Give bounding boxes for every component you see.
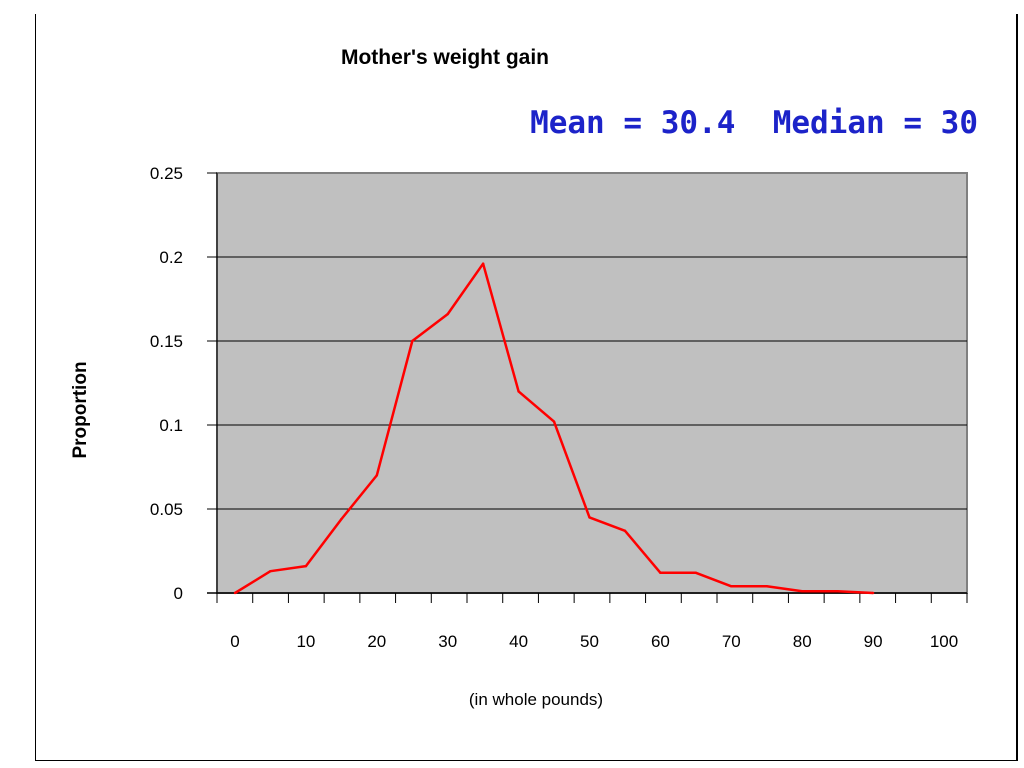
y-tick-label: 0.2 [159, 248, 183, 267]
x-tick-label: 30 [438, 632, 457, 651]
data-point [375, 474, 378, 477]
axes [207, 173, 968, 603]
x-tick-labels: 0 10 20 30 40 50 60 70 80 90 100 [230, 632, 958, 651]
data-point [304, 564, 308, 568]
data-point [694, 571, 698, 575]
x-tick-label: 80 [793, 632, 812, 651]
y-tick-label: 0.05 [150, 500, 183, 519]
plot-area [216, 172, 968, 594]
data-point [446, 312, 449, 316]
x-axis-label: (in whole pounds) [469, 690, 603, 709]
gridlines [207, 172, 967, 594]
data-point [588, 516, 591, 519]
data-point [659, 571, 662, 575]
x-tick-label: 70 [722, 632, 741, 651]
data-points [233, 262, 875, 595]
data-point [481, 262, 485, 265]
y-tick-label: 0 [174, 584, 183, 603]
data-point [517, 390, 520, 393]
y-axis-label: Proportion [70, 361, 91, 458]
x-tick-label: 60 [651, 632, 670, 651]
data-point [340, 517, 343, 521]
x-tick-label: 50 [580, 632, 599, 651]
y-tick-label: 0.25 [150, 164, 183, 183]
x-tick-label: 40 [509, 632, 528, 651]
x-tick-label: 90 [864, 632, 883, 651]
x-tick-label: 0 [230, 632, 239, 651]
chart-title: Mother's weight gain [341, 46, 549, 69]
x-tick-label: 20 [367, 632, 386, 651]
data-point [233, 591, 237, 595]
mean-median-annotation: Mean = 30.4 Median = 30 [530, 105, 978, 141]
data-point [552, 420, 556, 423]
y-tick-label: 0.1 [159, 416, 183, 435]
data-point [623, 529, 627, 533]
data-point [836, 590, 839, 593]
data-point [801, 590, 804, 593]
data-point [269, 569, 272, 573]
data-point [730, 585, 733, 588]
x-tick-label: 100 [930, 632, 958, 651]
x-tick-label: 10 [296, 632, 315, 651]
data-point [765, 585, 768, 588]
slide-frame [35, 14, 1018, 761]
y-tick-labels: 0 0.05 0.1 0.15 0.2 0.25 [150, 164, 183, 603]
data-point [411, 339, 414, 343]
data-point [871, 591, 875, 595]
y-tick-label: 0.15 [150, 332, 183, 351]
